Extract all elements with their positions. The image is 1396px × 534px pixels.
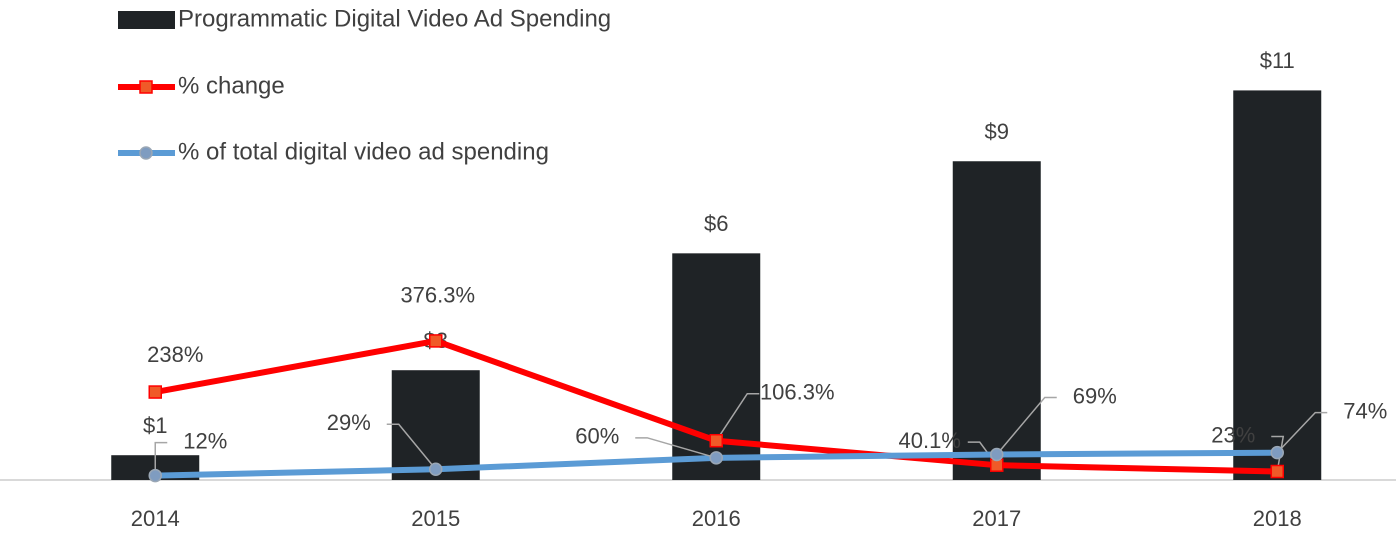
legend-marker	[139, 80, 153, 94]
legend-marker	[139, 146, 153, 160]
leader-line	[386, 423, 437, 470]
leader-line	[1276, 411, 1328, 454]
legend-swatch	[118, 11, 175, 29]
data-label: 12%	[183, 428, 227, 453]
data-label: 23%	[1211, 422, 1255, 447]
x-tick-label: 2014	[131, 506, 180, 531]
legend-label: % change	[178, 72, 285, 99]
data-label: $1	[143, 413, 167, 438]
data-label: 69%	[1073, 383, 1117, 408]
bar	[391, 370, 480, 480]
marker	[429, 334, 443, 348]
marker	[148, 468, 162, 483]
data-label: $9	[985, 119, 1009, 144]
marker	[709, 433, 723, 448]
legend-label: % of total digital video ad spending	[178, 138, 549, 165]
data-label: $6	[704, 211, 728, 236]
data-label: 238%	[147, 342, 203, 367]
data-label: 40.1%	[899, 428, 961, 453]
data-label: $11	[1260, 48, 1295, 73]
x-tick-label: 2018	[1253, 506, 1302, 531]
marker	[429, 462, 443, 477]
x-tick-label: 2016	[692, 506, 741, 531]
leader-line	[1271, 435, 1285, 472]
leader-line	[635, 437, 717, 459]
data-label: 74%	[1343, 398, 1387, 423]
marker	[1270, 445, 1284, 460]
data-label: 376.3%	[400, 283, 475, 308]
data-label: 60%	[575, 424, 619, 449]
bar	[952, 161, 1041, 480]
marker	[1270, 464, 1284, 479]
x-tick-label: 2015	[411, 506, 460, 531]
marker	[990, 447, 1004, 462]
leader-line	[996, 396, 1057, 455]
marker	[148, 385, 162, 399]
x-tick-label: 2017	[972, 506, 1021, 531]
leader-line	[154, 441, 168, 476]
marker	[709, 451, 723, 465]
bar	[1233, 90, 1322, 481]
data-label: 106.3%	[760, 380, 835, 405]
leader-line	[715, 392, 760, 442]
data-label: 29%	[327, 410, 371, 435]
legend-label: Programmatic Digital Video Ad Spending	[178, 5, 611, 32]
